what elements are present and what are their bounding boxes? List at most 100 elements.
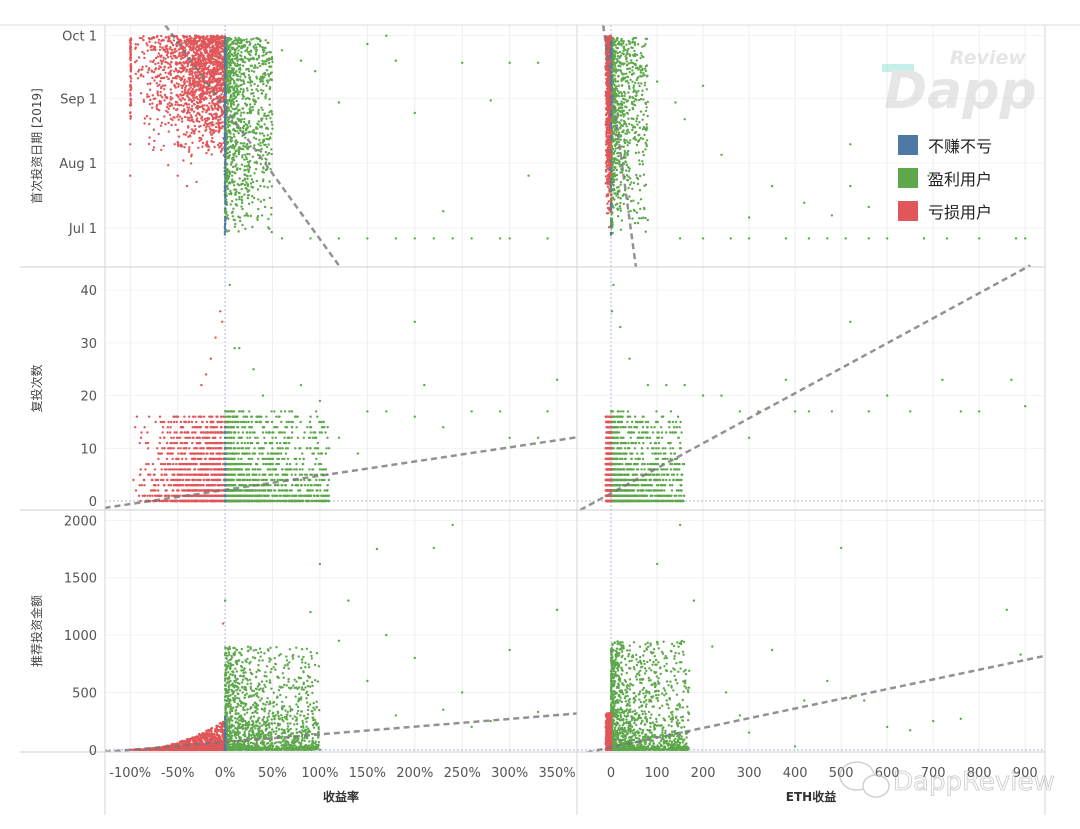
point-profit (616, 80, 620, 83)
point-profit (613, 55, 617, 58)
point-profit (633, 49, 636, 53)
point-profit (620, 104, 623, 107)
point-profit (240, 163, 244, 166)
point-loss (174, 100, 177, 104)
point-profit (243, 214, 246, 217)
point-loss (167, 72, 170, 75)
point-profit (617, 68, 620, 72)
point-profit (615, 178, 618, 181)
point-loss (177, 135, 181, 138)
point-profit (229, 59, 232, 62)
point-profit (226, 174, 229, 177)
point-loss (162, 56, 165, 59)
point-loss (139, 74, 142, 78)
point-loss (157, 41, 160, 44)
point-profit (615, 168, 618, 172)
point-loss (173, 70, 176, 73)
point-profit (625, 169, 628, 172)
point-profit (266, 134, 269, 137)
point-loss (208, 102, 211, 105)
point-profit (614, 50, 617, 53)
point-profit (250, 64, 254, 68)
point-loss (173, 116, 176, 119)
point-profit (242, 80, 245, 84)
point-profit (617, 84, 621, 87)
point-loss (161, 76, 164, 80)
point-profit (255, 37, 258, 40)
point-profit (246, 46, 249, 49)
point-loss (148, 40, 151, 43)
point-profit (623, 94, 626, 98)
point-break-even (224, 98, 227, 102)
point-loss (191, 81, 195, 85)
point-profit (622, 72, 626, 76)
point-profit (619, 65, 622, 68)
point-loss (197, 77, 201, 81)
point-profit (413, 237, 416, 240)
point-profit (255, 162, 259, 165)
point-profit (266, 41, 269, 44)
point-profit (620, 123, 623, 127)
point-break-even (223, 215, 227, 218)
point-loss (201, 36, 204, 40)
point-profit (280, 237, 284, 240)
point-loss (183, 81, 186, 85)
point-loss (199, 51, 203, 54)
point-profit (262, 171, 266, 174)
point-profit (644, 43, 647, 46)
point-profit (227, 45, 230, 48)
point-profit (642, 125, 645, 129)
point-loss (151, 94, 154, 97)
point-loss (207, 148, 210, 151)
point-loss (164, 60, 167, 64)
point-loss (219, 150, 223, 153)
point-profit (246, 177, 249, 180)
point-profit (269, 109, 273, 113)
point-profit (546, 237, 549, 240)
point-profit (628, 122, 631, 126)
point-profit (616, 193, 620, 196)
point-loss (153, 36, 156, 40)
point-profit (631, 38, 634, 41)
point-profit (243, 142, 246, 145)
point-profit (263, 114, 266, 117)
point-loss (193, 93, 196, 96)
point-loss (142, 35, 145, 38)
point-profit (240, 201, 244, 205)
point-break-even (223, 61, 227, 64)
point-loss (191, 67, 194, 70)
point-loss (157, 38, 161, 41)
point-loss (179, 79, 183, 82)
point-profit (614, 89, 617, 92)
point-profit (271, 60, 274, 64)
point-profit (633, 136, 636, 139)
point-profit (233, 51, 236, 55)
point-profit (635, 211, 639, 214)
point-profit (258, 43, 262, 47)
point-profit (646, 100, 649, 104)
point-loss (221, 78, 225, 82)
point-profit (257, 108, 260, 112)
point-profit (264, 127, 268, 130)
point-profit (620, 37, 623, 41)
point-profit (264, 168, 268, 172)
point-loss (158, 83, 161, 87)
point-loss (168, 101, 171, 104)
point-profit (442, 210, 445, 213)
point-profit (631, 65, 634, 69)
point-loss (197, 111, 200, 115)
point-profit (635, 176, 639, 179)
point-loss (198, 101, 202, 104)
point-loss (201, 110, 204, 114)
point-profit (627, 210, 630, 213)
point-profit (264, 39, 267, 42)
point-loss (142, 39, 145, 42)
point-loss (221, 121, 224, 124)
point-profit (642, 173, 646, 176)
point-profit (619, 209, 623, 212)
point-profit (632, 96, 635, 100)
point-profit (243, 173, 246, 176)
point-profit (628, 53, 632, 57)
point-loss (186, 80, 189, 83)
point-profit (228, 170, 231, 173)
